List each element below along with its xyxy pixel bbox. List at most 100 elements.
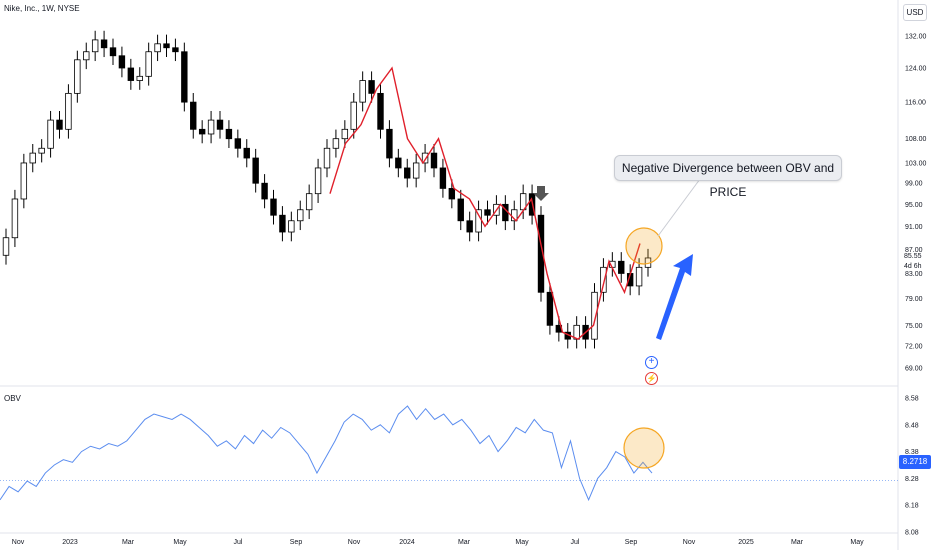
candle-body — [83, 51, 90, 61]
candle-body — [537, 214, 545, 293]
candle-body — [305, 193, 313, 211]
divergence-annotation[interactable]: Negative Divergence between OBV and PRIC… — [614, 155, 842, 199]
obv-tick-label: 8.28 — [905, 476, 919, 483]
price-tick-label: 83.00 — [905, 271, 923, 278]
candle-body — [314, 167, 322, 195]
candle-body — [412, 162, 420, 179]
time-tick-label: May — [850, 539, 864, 546]
time-tick-label: Nov — [348, 539, 361, 546]
candle-body — [377, 92, 384, 130]
candle-body — [181, 51, 188, 103]
candle-body — [20, 162, 28, 200]
candle-body — [11, 198, 19, 239]
price-tick-label: 72.00 — [905, 344, 923, 351]
time-tick-label: Nov — [683, 539, 696, 546]
zigzag-line — [329, 66, 641, 340]
time-tick-label: May — [173, 539, 187, 546]
candle-body — [591, 291, 598, 340]
candle-body — [466, 220, 473, 233]
up-arrow-icon — [656, 254, 693, 340]
candle-body — [145, 51, 152, 77]
price-tick-label: 79.00 — [905, 296, 923, 303]
price-tick-label: 75.00 — [905, 323, 923, 330]
candle-body — [47, 119, 54, 149]
obv-line — [0, 405, 653, 502]
price-tick-label: 132.00 — [905, 34, 927, 41]
candle-body — [56, 119, 63, 130]
candle-body — [198, 128, 206, 135]
candle-body — [350, 101, 357, 130]
candle-body — [243, 147, 250, 159]
bolt-icon[interactable]: ⚡ — [645, 372, 658, 385]
time-tick-label: Jul — [234, 539, 243, 546]
candle-body — [288, 220, 295, 233]
candle-body — [252, 157, 259, 184]
candle-body — [234, 138, 242, 149]
candle-body — [635, 266, 643, 287]
candle-body — [341, 128, 349, 140]
candle-body — [172, 47, 179, 53]
candle-body — [618, 260, 625, 274]
price-tick-label: 103.00 — [905, 160, 927, 167]
candle-body — [225, 128, 233, 140]
obv-tick-label: 8.08 — [905, 530, 919, 537]
add-alert-button[interactable]: + — [645, 356, 658, 369]
candle-body — [91, 39, 99, 53]
candle-body — [395, 157, 402, 169]
candle-body — [154, 43, 161, 53]
time-tick-label: 2025 — [738, 539, 754, 546]
candle-body — [430, 152, 438, 169]
candle-body — [386, 128, 393, 159]
candle-body — [439, 167, 447, 189]
obv-indicator-label[interactable]: OBV — [4, 394, 21, 403]
candle-body — [279, 214, 286, 233]
candle-body — [118, 55, 126, 69]
time-tick-label: Mar — [122, 539, 135, 546]
candle-body — [484, 209, 491, 216]
price-tick-label: 116.00 — [905, 100, 926, 107]
price-highlight-circle — [625, 227, 663, 265]
candle-body — [457, 198, 464, 222]
price-tick-label: 87.00 — [905, 247, 923, 254]
candle-body — [74, 59, 81, 94]
candle-body — [127, 67, 135, 81]
candle-body — [65, 92, 72, 130]
obv-tick-label: 8.48 — [905, 422, 919, 429]
candle-body — [475, 209, 482, 233]
candle-body — [100, 39, 108, 49]
candle-body — [404, 167, 411, 179]
price-tick-label: 108.00 — [905, 136, 927, 143]
time-tick-label: May — [515, 539, 529, 546]
candle-body — [359, 80, 366, 103]
price-tick-label: 124.00 — [905, 65, 927, 72]
candle-body — [38, 147, 45, 154]
last-price-tag: 85.55 — [904, 253, 922, 260]
time-tick-label: Mar — [791, 539, 804, 546]
time-tick-label: 2024 — [399, 539, 415, 546]
candle-body — [190, 101, 197, 130]
candle-body — [448, 188, 456, 200]
price-tick-label: 95.00 — [905, 202, 923, 209]
candle-body — [163, 43, 170, 49]
candle-body — [270, 198, 277, 216]
currency-button[interactable]: USD — [903, 4, 927, 21]
candle-body — [136, 75, 143, 81]
candle-body — [207, 119, 215, 135]
candle-body — [297, 209, 304, 222]
time-tick-label: 2023 — [62, 539, 78, 546]
candle-body — [29, 152, 36, 164]
candle-body — [2, 237, 10, 256]
candle-body — [109, 47, 117, 57]
obv-highlight-circle — [623, 427, 665, 469]
time-tick-label: Nov — [12, 539, 25, 546]
candle-body — [600, 266, 607, 293]
obv-tick-label: 8.18 — [905, 503, 919, 510]
marker-arrow-icon — [533, 186, 549, 201]
symbol-title: Nike, Inc., 1W, NYSE — [4, 4, 80, 13]
price-tick-label: 99.00 — [905, 181, 923, 188]
candle-body — [421, 152, 429, 164]
price-tick-label: 91.00 — [905, 224, 923, 231]
time-tick-label: Sep — [290, 539, 303, 546]
obv-tick-label: 8.58 — [905, 396, 919, 403]
